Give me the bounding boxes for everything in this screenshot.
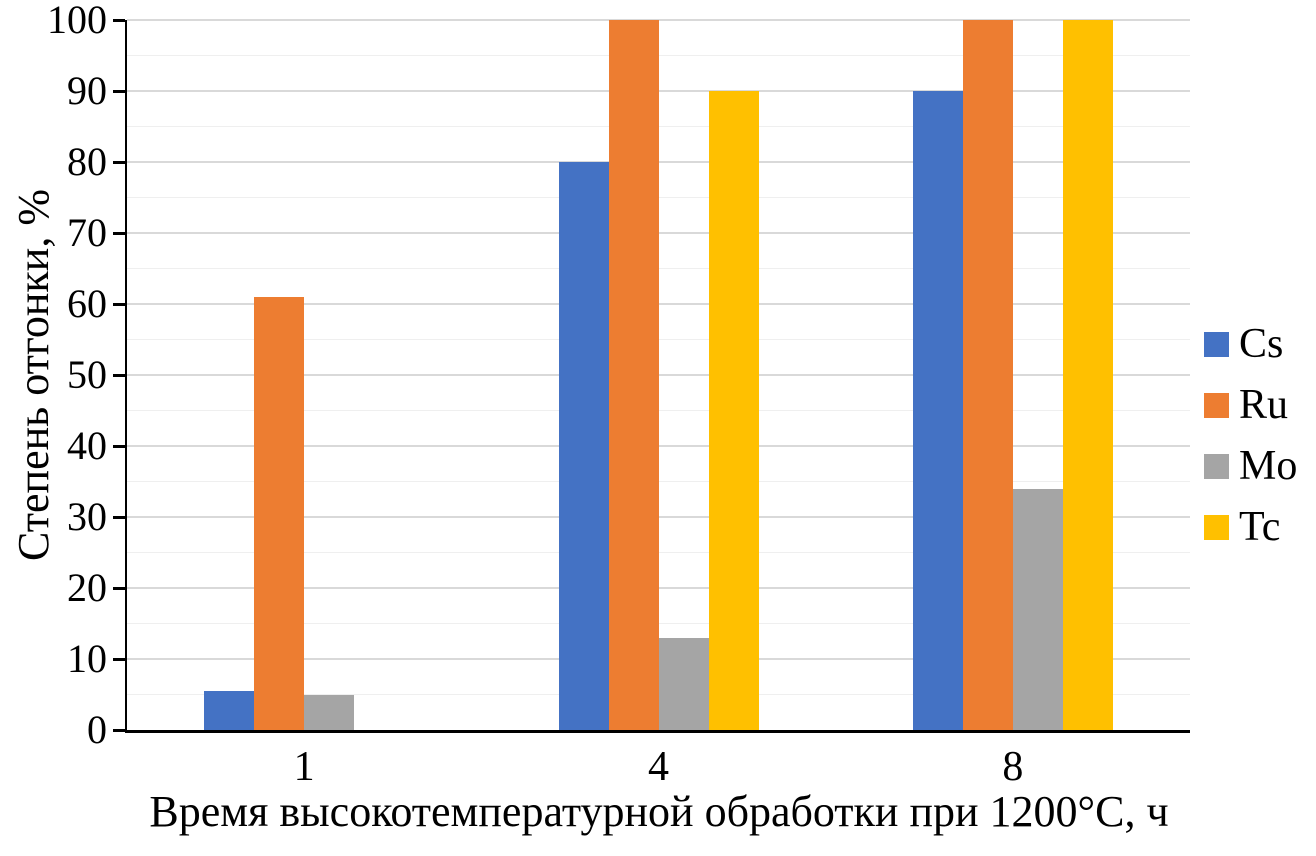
y-tick-label-10: 10 bbox=[67, 636, 107, 681]
x-category-label-4: 4 bbox=[648, 744, 669, 790]
major-gridline bbox=[127, 445, 1190, 447]
major-gridline bbox=[127, 90, 1190, 92]
y-tick-label-0: 0 bbox=[87, 707, 107, 752]
y-tick-mark bbox=[113, 160, 125, 164]
bar-Ru-8 bbox=[962, 20, 1013, 730]
y-tick-label-70: 70 bbox=[67, 210, 107, 255]
major-gridline bbox=[127, 516, 1190, 518]
major-gridline bbox=[127, 19, 1190, 21]
y-tick-label-30: 30 bbox=[67, 494, 107, 539]
minor-gridline bbox=[127, 55, 1190, 56]
legend-swatch-Tc bbox=[1204, 514, 1229, 540]
minor-gridline bbox=[127, 197, 1190, 198]
major-gridline bbox=[127, 374, 1190, 376]
major-gridline bbox=[127, 161, 1190, 163]
major-gridline bbox=[127, 232, 1190, 234]
y-tick-label-60: 60 bbox=[67, 281, 107, 326]
y-tick-mark bbox=[113, 89, 125, 93]
bar-Cs-1 bbox=[204, 690, 255, 730]
y-tick-mark bbox=[113, 231, 125, 235]
y-tick-label-100: 100 bbox=[47, 0, 107, 42]
legend-label-Cs: Cs bbox=[1239, 321, 1284, 367]
bar-Ru-1 bbox=[254, 296, 305, 730]
minor-gridline bbox=[127, 410, 1190, 411]
major-gridline bbox=[127, 587, 1190, 589]
y-tick-mark bbox=[113, 515, 125, 519]
legend-swatch-Cs bbox=[1204, 331, 1229, 357]
bar-Cs-4 bbox=[558, 162, 609, 730]
plot-area bbox=[125, 19, 1190, 733]
bar-Tc-4 bbox=[708, 91, 759, 730]
minor-gridline bbox=[127, 126, 1190, 127]
major-gridline bbox=[127, 303, 1190, 305]
x-axis-line bbox=[125, 730, 1190, 733]
bar-Mo-1 bbox=[304, 694, 355, 730]
y-tick-label-50: 50 bbox=[67, 352, 107, 397]
y-tick-label-80: 80 bbox=[67, 139, 107, 184]
x-category-label-1: 1 bbox=[293, 744, 315, 790]
bar-Mo-4 bbox=[658, 637, 709, 730]
y-tick-label-20: 20 bbox=[67, 565, 107, 610]
y-tick-mark bbox=[113, 728, 125, 732]
y-tick-mark bbox=[113, 302, 125, 306]
y-tick-mark bbox=[113, 657, 125, 661]
minor-gridline bbox=[127, 339, 1190, 340]
y-tick-mark bbox=[113, 444, 125, 448]
minor-gridline bbox=[127, 268, 1190, 269]
y-tick-label-90: 90 bbox=[67, 68, 107, 113]
legend-entry-Cs: Cs bbox=[1204, 323, 1283, 365]
minor-gridline bbox=[127, 481, 1190, 482]
bar-Ru-4 bbox=[608, 20, 659, 730]
x-axis-title: Время высокотемпературной обработки при … bbox=[149, 787, 1169, 836]
y-tick-mark bbox=[113, 586, 125, 590]
legend-swatch-Ru bbox=[1204, 392, 1229, 418]
x-category-label-8: 8 bbox=[1002, 744, 1024, 790]
bar-Mo-8 bbox=[1012, 488, 1063, 730]
y-tick-label-40: 40 bbox=[67, 423, 107, 468]
legend-entry-Mo: Mo bbox=[1204, 445, 1297, 487]
legend-entry-Ru: Ru bbox=[1204, 384, 1288, 426]
legend-label-Mo: Mo bbox=[1239, 443, 1298, 489]
bar-Cs-8 bbox=[912, 91, 963, 730]
legend-swatch-Mo bbox=[1204, 453, 1229, 479]
y-axis-line bbox=[125, 20, 127, 730]
y-tick-mark bbox=[113, 18, 125, 22]
bar-Tc-8 bbox=[1062, 20, 1113, 730]
legend-label-Ru: Ru bbox=[1239, 382, 1289, 428]
legend-entry-Tc: Tc bbox=[1204, 506, 1280, 548]
y-tick-mark bbox=[113, 373, 125, 377]
minor-gridline bbox=[127, 552, 1190, 553]
legend-label-Tc: Tc bbox=[1239, 504, 1281, 550]
minor-gridline bbox=[127, 623, 1190, 624]
